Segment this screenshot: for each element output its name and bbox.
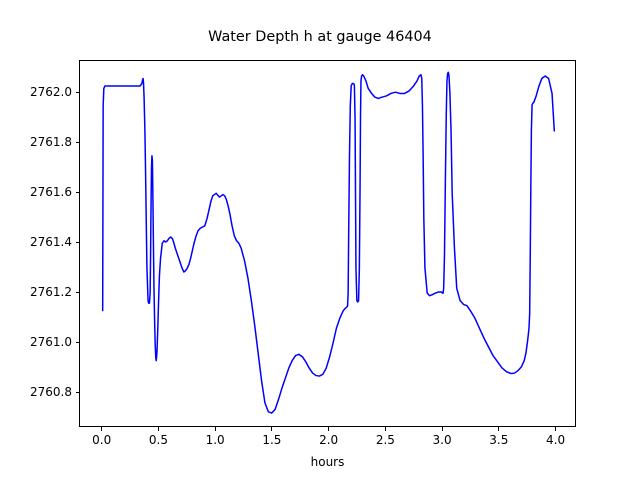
- x-tick-label: 1.5: [262, 433, 282, 447]
- x-axis-label: hours: [310, 455, 345, 469]
- y-tick-label: 2761.8: [30, 135, 72, 150]
- y-tick-label: 2762.0: [30, 85, 72, 100]
- data-line-plot: [101, 71, 556, 414]
- x-tick-label: 3.5: [489, 433, 509, 447]
- y-tickmark: [75, 191, 79, 193]
- x-tick-label: 0.0: [92, 433, 112, 447]
- y-tick-label: 2761.0: [30, 335, 72, 350]
- x-tick-label: 2.5: [375, 433, 395, 447]
- x-tickmark: [214, 427, 216, 431]
- y-tick-label: 2761.4: [30, 235, 72, 250]
- x-tick-label: 3.0: [432, 433, 452, 447]
- y-axis-tick-labels: 2760.8 2761.0 2761.2 2761.4 2761.6 2761.8 2762…: [0, 0, 72, 480]
- x-tickmark: [384, 427, 386, 431]
- y-tickmark: [75, 391, 79, 393]
- y-tickmark: [75, 91, 79, 94]
- page-title: Water Depth h at gauge 46404: [208, 29, 432, 45]
- x-tickmark: [101, 427, 103, 431]
- x-tickmark: [441, 427, 443, 431]
- y-tickmark: [75, 341, 79, 343]
- y-tickmark: [75, 141, 79, 143]
- x-tickmark: [328, 427, 330, 431]
- x-tickmark: [157, 427, 160, 431]
- x-tickmark: [498, 427, 500, 431]
- y-tick-label: 2761.2: [30, 285, 72, 300]
- y-tick-label: 2761.6: [30, 185, 72, 200]
- y-tick-label: 2760.8: [30, 385, 72, 400]
- x-tick-label: 1.0: [205, 433, 225, 447]
- x-tick-label: 0.5: [148, 433, 168, 447]
- x-tickmark: [271, 427, 273, 431]
- plot-area: [79, 60, 576, 427]
- series-h-line: [101, 71, 556, 414]
- y-tickmark: [75, 241, 79, 243]
- x-tick-label: 2.0: [319, 433, 339, 447]
- y-tickmark: [75, 291, 79, 293]
- x-tickmark: [555, 427, 557, 431]
- x-tick-label: 4.0: [546, 433, 566, 447]
